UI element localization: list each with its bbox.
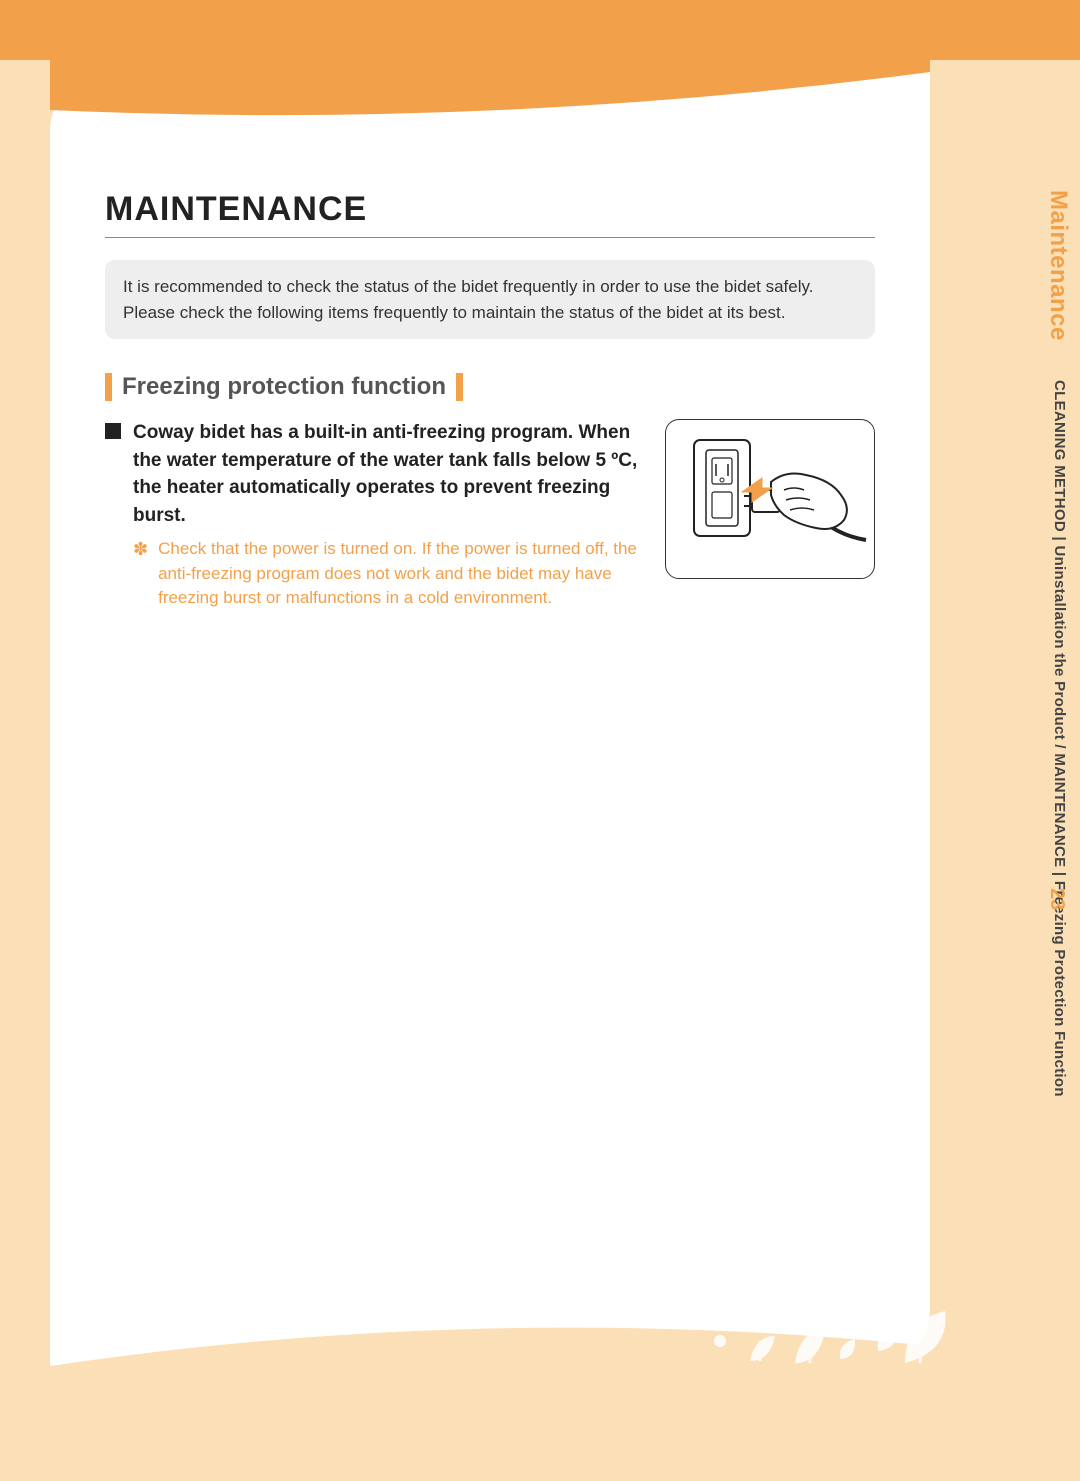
breadcrumb-part-3: MAINTENANCE [1051, 753, 1068, 867]
breadcrumb-part-1: CLEANING METHOD [1051, 380, 1068, 532]
illustration-box [665, 419, 875, 579]
bullet-text: Coway bidet has a built-in anti-freezing… [133, 419, 647, 529]
top-curve-decoration [50, 60, 930, 140]
breadcrumb-sep-1: | [1051, 532, 1068, 545]
section-heading: Freezing protection function [105, 373, 875, 401]
section-body-row: Coway bidet has a built-in anti-freezing… [105, 419, 875, 611]
note-item: ✽ Check that the power is turned on. If … [133, 537, 647, 611]
bullet-item: Coway bidet has a built-in anti-freezing… [105, 419, 647, 529]
breadcrumb-part-4: Freezing Protection Function [1051, 881, 1068, 1097]
side-breadcrumb: CLEANING METHOD | Uninstallation the Pro… [1051, 380, 1068, 1097]
page-number: 23 [1045, 888, 1068, 910]
breadcrumb-part-2: Uninstallation the Product / [1051, 545, 1068, 753]
page-title: MAINTENANCE [105, 190, 875, 238]
square-bullet-icon [105, 423, 121, 439]
note-text: Check that the power is turned on. If th… [158, 537, 647, 611]
section-bar-right-icon [456, 373, 463, 401]
section-body-text: Coway bidet has a built-in anti-freezing… [105, 419, 647, 611]
section-bar-left-icon [105, 373, 112, 401]
info-callout-box: It is recommended to check the status of… [105, 260, 875, 339]
note-star-icon: ✽ [133, 537, 148, 611]
info-line-1: It is recommended to check the status of… [123, 274, 857, 300]
side-tab-title: Maintenance [1044, 190, 1072, 341]
decorative-leaves-icon [700, 1281, 960, 1371]
info-line-2: Please check the following items frequen… [123, 300, 857, 326]
plug-outlet-illustration [666, 420, 876, 580]
top-accent-bar [0, 0, 1080, 60]
breadcrumb-sep-2: | [1051, 867, 1068, 880]
section-heading-text: Freezing protection function [122, 373, 446, 401]
content-area: MAINTENANCE It is recommended to check t… [105, 190, 875, 611]
side-tab: Maintenance CLEANING METHOD | Uninstalla… [1036, 190, 1080, 1190]
